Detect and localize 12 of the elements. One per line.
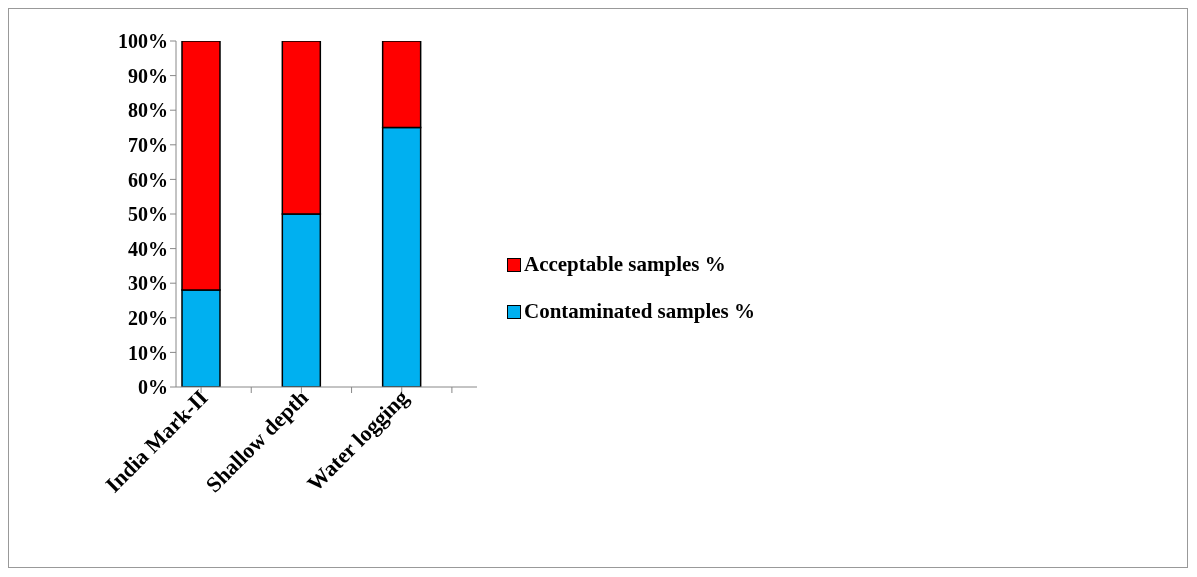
legend-label: Acceptable samples %	[523, 252, 726, 277]
y-tick-label: 80%	[128, 99, 168, 122]
y-tick-label: 50%	[128, 203, 168, 226]
y-tick-label: 10%	[128, 341, 168, 364]
y-tick-label: 30%	[128, 272, 168, 295]
y-tick-label: 70%	[128, 133, 168, 156]
y-tick-label: 20%	[128, 306, 168, 329]
y-tick-label: 90%	[128, 64, 168, 87]
y-tick-label: 40%	[128, 237, 168, 260]
y-tick-label: 60%	[128, 168, 168, 191]
y-tick-label: 100%	[118, 30, 168, 53]
legend-label: Contaminated samples %	[523, 299, 755, 324]
